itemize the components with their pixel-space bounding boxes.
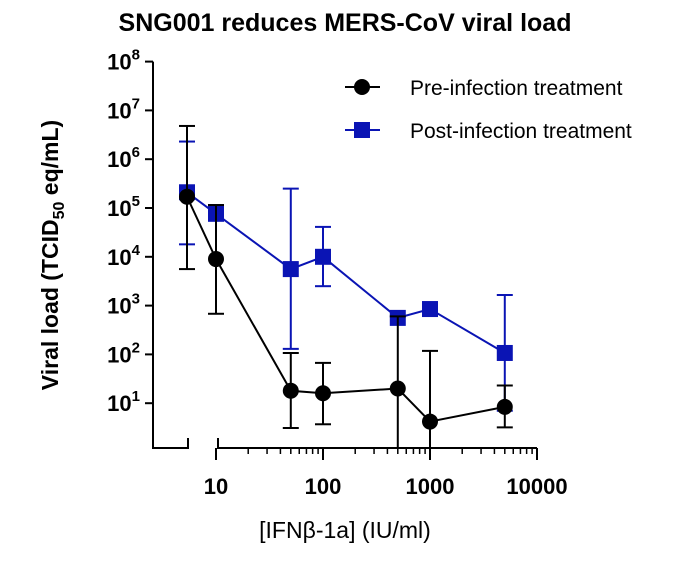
x-tick-label: 10000: [506, 474, 567, 499]
data-point: [422, 301, 438, 318]
y-tick-label: 105: [107, 193, 140, 221]
y-tick-exponent: 7: [132, 95, 140, 112]
y-tick-label: 104: [107, 242, 140, 270]
x-tick-label: 100: [305, 474, 342, 499]
legend-marker-pre: [354, 79, 370, 95]
chart-title: SNG001 reduces MERS-CoV viral load: [119, 9, 572, 37]
y-axis-label-tail: eq/mL): [37, 120, 63, 202]
x-tick-label: 10: [204, 474, 228, 499]
data-point: [496, 344, 513, 361]
y-tick-base: 10: [107, 98, 131, 123]
y-tick-base: 10: [107, 50, 131, 75]
data-point: [179, 188, 195, 205]
marks: [179, 124, 513, 448]
y-tick-label: 106: [107, 144, 140, 172]
y-tick-label: 101: [107, 388, 140, 416]
data-point: [282, 261, 299, 278]
y-tick-exponent: 5: [132, 193, 140, 210]
y-tick-exponent: 1: [132, 388, 140, 405]
y-tick-exponent: 3: [132, 291, 140, 308]
y-tick-exponent: 2: [132, 339, 140, 356]
data-point: [496, 398, 513, 415]
y-tick-exponent: 4: [132, 242, 141, 259]
data-point: [208, 251, 224, 268]
y-tick-label: 108: [107, 47, 140, 75]
data-point: [282, 382, 299, 399]
legend-label-post: Post-infection treatment: [410, 120, 632, 143]
data-point: [315, 385, 331, 402]
y-tick-base: 10: [107, 294, 131, 319]
y-tick-label: 107: [107, 95, 140, 123]
legend: Pre-infection treatment Post-infection t…: [345, 77, 632, 143]
data-point: [389, 380, 406, 397]
y-tick-exponent: 6: [132, 144, 140, 161]
series-post: [179, 140, 513, 412]
legend-label-pre: Pre-infection treatment: [410, 77, 623, 100]
y-tick-base: 10: [107, 147, 131, 172]
legend-marker-post: [354, 122, 370, 138]
data-point: [422, 413, 438, 430]
series-line: [186, 196, 505, 423]
y-tick-base: 10: [107, 342, 131, 367]
y-axis-label: Viral load (TCID50 eq/mL): [37, 120, 68, 390]
y-tick-exponent: 8: [132, 47, 140, 64]
y-tick-label: 103: [107, 291, 140, 319]
x-tick-label: 1000: [406, 474, 455, 499]
series-line: [186, 191, 506, 354]
y-tick-base: 10: [107, 196, 131, 221]
data-point: [315, 248, 331, 265]
series-pre: [179, 124, 513, 448]
y-tick-label: 102: [107, 339, 140, 367]
y-tick-base: 10: [107, 245, 131, 270]
y-axis-label-subscript: 50: [51, 201, 68, 219]
x-axis-label: [IFNβ-1a] (IU/ml): [259, 517, 431, 543]
y-tick-base: 10: [107, 391, 131, 416]
